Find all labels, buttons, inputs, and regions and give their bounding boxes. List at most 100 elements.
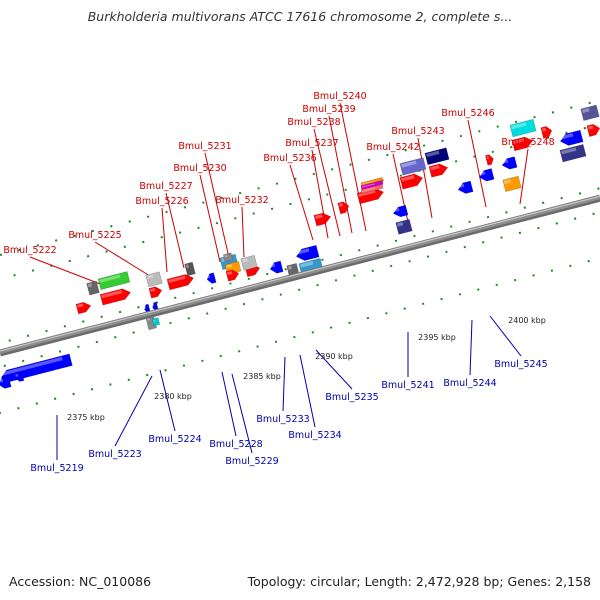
gene-feature: [580, 104, 600, 121]
connector-line: [299, 354, 316, 428]
gene-feature: [399, 173, 424, 190]
gene-feature: [166, 274, 195, 291]
gene-gloss: [479, 171, 486, 176]
gene-gloss: [144, 305, 147, 309]
connector-line: [469, 319, 473, 376]
gene-shape: [484, 154, 494, 166]
gene-shape: [313, 212, 332, 227]
gene-shape: [457, 180, 474, 194]
gene-gloss: [207, 274, 211, 279]
gene-gloss: [270, 263, 276, 268]
gene-shape: [511, 136, 534, 152]
gene-shape: [222, 252, 234, 262]
gene-label-reverse: Bmul_5241: [381, 380, 434, 391]
gene-gloss: [511, 122, 527, 130]
gene-shape: [225, 269, 240, 282]
gene-shape: [360, 183, 384, 195]
gene-gloss: [560, 133, 574, 140]
gene-feature: [360, 183, 384, 195]
gene-gloss: [0, 356, 63, 376]
connector-line: [114, 375, 153, 447]
gene-feature: [360, 176, 384, 188]
gene-label-reverse: Bmul_5234: [288, 430, 341, 441]
gene-gloss: [15, 373, 19, 377]
gene-label-reverse: Bmul_5245: [494, 359, 547, 370]
gene-label-forward: Bmul_5227: [139, 181, 192, 192]
connector-line: [94, 241, 151, 277]
gene-label-forward: Bmul_5248: [501, 137, 554, 148]
gene-shape: [0, 375, 12, 389]
gene-shape: [559, 143, 587, 163]
gene-feature: [478, 168, 495, 182]
gene-shape: [151, 317, 161, 327]
connector-line: [289, 164, 314, 241]
scale-tick-label: 2385 kbp: [243, 372, 281, 381]
gene-label-forward: Bmul_5232: [215, 195, 268, 206]
gene-shape: [399, 173, 424, 190]
gene-feature: [484, 154, 494, 166]
connector-line: [282, 356, 286, 412]
gene-shape: [360, 179, 384, 191]
gene-label-forward: Bmul_5243: [391, 126, 444, 137]
gene-shape: [559, 129, 584, 146]
gene-label-forward: Bmul_5226: [135, 196, 188, 207]
gene-shape: [75, 301, 92, 315]
gene-shape: [184, 261, 196, 277]
gene-shape: [206, 272, 217, 284]
gene-feature: [0, 375, 12, 389]
gene-feature: [86, 280, 100, 296]
gene-feature: [360, 179, 384, 191]
gene-gloss: [226, 264, 233, 269]
gene-shape: [395, 218, 413, 235]
gene-feature: [424, 147, 450, 166]
gene-feature: [206, 272, 217, 284]
gene-gloss: [99, 274, 121, 283]
gene-gloss: [588, 125, 594, 130]
gene-shape: [360, 176, 384, 188]
connector-line: [199, 174, 221, 263]
gene-gloss: [513, 138, 525, 144]
gene-label-reverse: Bmul_5224: [148, 434, 201, 445]
gene-gloss: [0, 378, 4, 383]
gene-shape: [424, 147, 450, 166]
gene-gloss: [396, 222, 404, 227]
gene-gloss: [224, 254, 228, 258]
gene-feature: [225, 269, 240, 282]
gene-feature: [222, 252, 234, 262]
gene-label-reverse: Bmul_5229: [225, 456, 278, 467]
accession-text: Accession: NC_010086: [9, 574, 152, 589]
gene-gloss: [393, 208, 400, 213]
gene-gloss: [362, 180, 375, 185]
gene-gloss: [315, 214, 323, 220]
gene-label-forward: Bmul_5242: [366, 142, 419, 153]
gene-shape: [509, 118, 537, 138]
scale-tick-label: 2400 kbp: [508, 316, 546, 325]
gene-shape: [501, 156, 518, 170]
gene-label-reverse: Bmul_5244: [443, 378, 496, 389]
connector-line: [161, 207, 168, 273]
gene-feature: [313, 212, 332, 227]
gene-label-forward: Bmul_5225: [68, 230, 121, 241]
gene-gloss: [150, 287, 156, 292]
connector-line: [165, 192, 185, 269]
gene-feature: [184, 261, 196, 277]
connector-line: [489, 315, 522, 357]
gene-label-reverse: Bmul_5219: [30, 463, 83, 474]
gene-gloss: [227, 271, 233, 275]
gene-feature: [0, 353, 73, 383]
gene-gloss: [358, 189, 376, 197]
gene-shape: [478, 168, 495, 182]
gene-gloss: [300, 261, 314, 268]
gene-feature: [540, 126, 553, 139]
gene-feature: [145, 271, 163, 288]
backbone-highlight: [0, 195, 600, 352]
gene-feature: [75, 301, 92, 315]
backbone-line: [0, 195, 600, 354]
gene-shape: [145, 271, 163, 288]
guide-line: [0, 211, 600, 368]
gene-feature: [395, 218, 413, 235]
gene-gloss: [581, 107, 590, 113]
gene-label-reverse: Bmul_5223: [88, 449, 141, 460]
scale-tick-label: 2380 kbp: [154, 392, 192, 401]
